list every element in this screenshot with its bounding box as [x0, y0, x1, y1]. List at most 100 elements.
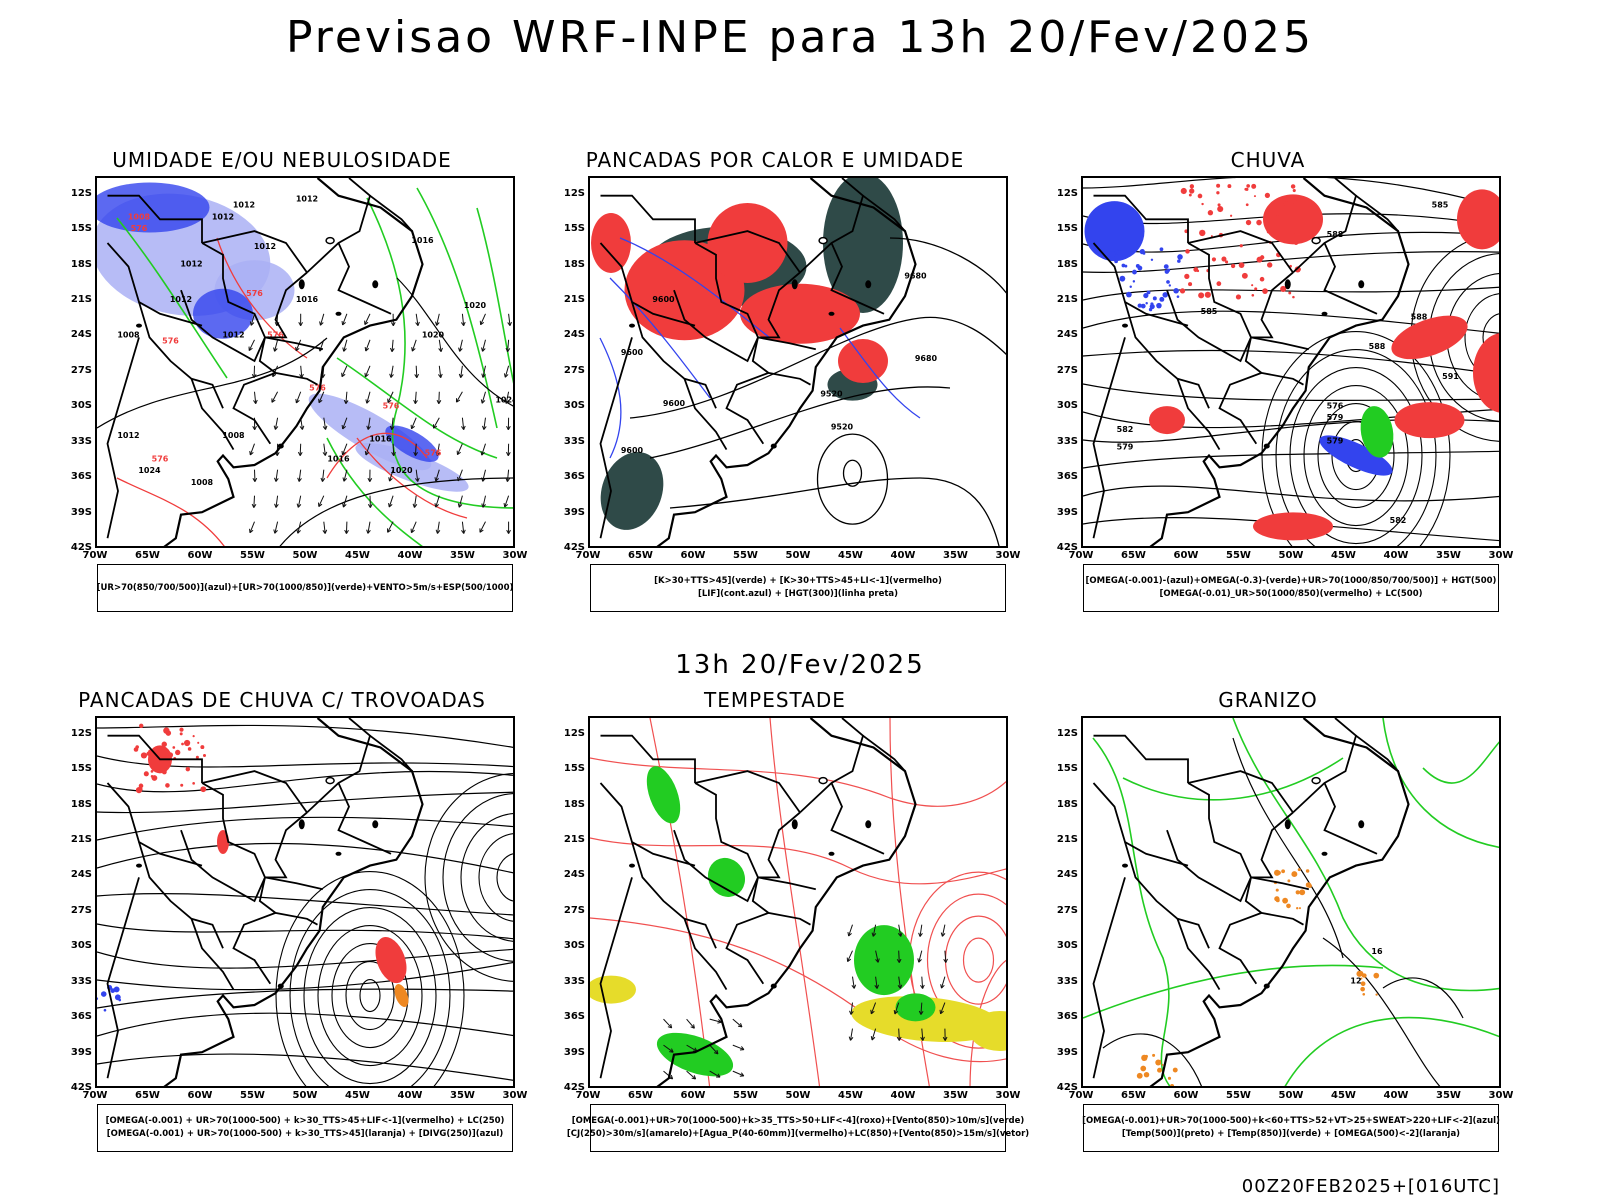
wind-vector-head [387, 398, 392, 404]
state-border [1124, 841, 1210, 949]
wind-vector-head [410, 424, 415, 430]
wind-vector-head [366, 425, 371, 430]
wind-vector-head [716, 1073, 721, 1078]
state-border [1251, 811, 1294, 879]
shaded-pixel [1230, 263, 1236, 269]
lake [865, 820, 872, 829]
contour-label: 9600 [652, 295, 675, 304]
wind-vector [342, 443, 348, 456]
shaded-pixel [1132, 280, 1136, 283]
streamline [1083, 485, 1499, 502]
wind-vector-head [297, 451, 303, 456]
longitude-label: 45W [345, 550, 370, 561]
longitude-label: 70W [575, 1090, 601, 1101]
wind-vector-head [413, 399, 418, 404]
wind-vector [875, 976, 878, 989]
shaded-pixel [133, 747, 139, 752]
streamline [649, 718, 711, 1086]
shaded-pixel [150, 770, 154, 773]
state-border [190, 918, 235, 991]
contour-label: 582 [1390, 516, 1407, 525]
shaded-pixel [1217, 203, 1221, 207]
shaded-pixel [1207, 210, 1214, 216]
contour-line [336, 357, 498, 459]
wind-vector-head [503, 373, 509, 378]
wind-vector-head [251, 503, 257, 508]
wind-vector-head [870, 1036, 876, 1041]
state-border [799, 718, 865, 814]
state-border [106, 242, 203, 327]
streamline [1083, 286, 1499, 301]
shaded-pixel [1283, 201, 1289, 207]
wind-vector-head [893, 1009, 899, 1015]
streamline [331, 942, 409, 1049]
streamline [97, 816, 513, 841]
longitude-label: 50W [292, 1090, 318, 1101]
latitude-label: 30S [70, 940, 92, 952]
state-border [106, 877, 140, 1079]
latitude-label: 27S [70, 904, 92, 916]
shaded-pixel [1216, 191, 1220, 195]
lake [372, 820, 379, 829]
wind-vector [506, 469, 510, 482]
state-border [369, 734, 413, 772]
wind-vector-head [940, 984, 945, 989]
wind-vector-head [248, 346, 253, 351]
shaded-pixel [1172, 1067, 1178, 1073]
lake [325, 776, 335, 785]
latitude-label: 21S [563, 294, 585, 305]
wind-vector-head [505, 477, 511, 482]
streamline [97, 948, 513, 969]
wind-vector [709, 1070, 721, 1078]
wind-vector [319, 313, 325, 326]
weather-map: 9680 9600 9680 9600 9600 9520 9600 9520 [588, 176, 1008, 548]
contour-line [1232, 737, 1344, 959]
shaded-pixel [1245, 187, 1249, 191]
map-panel-4: PANCADAS DE CHUVA C/ TROVOADAS 12S 15S 18S 2… [62, 688, 527, 1158]
wind-vector [298, 469, 302, 482]
state-border [1218, 912, 1262, 985]
streamline [769, 718, 821, 1086]
contour-label: 576 [309, 384, 326, 393]
contour-label: 576 [162, 336, 179, 345]
wind-vector [323, 521, 326, 534]
shaded-pixel [1167, 1076, 1172, 1080]
shaded-pixel [1199, 229, 1206, 237]
latitude-label: 12S [70, 187, 92, 199]
shaded-area [1084, 201, 1145, 262]
wind-vector-head [341, 320, 346, 326]
wind-vector [343, 339, 348, 352]
lake [298, 819, 305, 830]
wind-vector [732, 1044, 745, 1051]
longitude-label: 60W [1173, 1090, 1199, 1101]
wind-vector [686, 1044, 698, 1052]
longitude-label: 60W [187, 550, 213, 561]
longitude-label: 30W [1488, 1090, 1514, 1101]
state-border [1187, 770, 1294, 814]
wind-vector-head [389, 373, 394, 378]
shaded-pixel [1188, 193, 1192, 197]
latitude-label: 12S [1056, 187, 1078, 199]
state-border [1250, 876, 1309, 891]
wind-vector-head [667, 1023, 673, 1029]
shaded-pixel [1143, 292, 1149, 299]
wind-vector-head [388, 503, 393, 508]
shaded-pixel [1251, 183, 1257, 189]
wind-vector-head [249, 528, 254, 534]
latitude-label: 30S [1056, 400, 1078, 412]
wind-vector [387, 391, 394, 403]
lake [1358, 280, 1365, 289]
wind-vector-head [846, 957, 852, 962]
wind-vector-head [435, 529, 441, 534]
wind-vector [459, 339, 463, 352]
panel-title: CHUVA [1230, 148, 1306, 172]
shaded-pixel [1177, 254, 1183, 260]
state-border [306, 718, 372, 814]
shaded-area [969, 1010, 1006, 1051]
state-border [694, 230, 801, 274]
wind-vector [272, 365, 279, 377]
latitude-label: 30S [1056, 940, 1078, 952]
map-canvas [97, 718, 513, 1086]
wind-vector-head [252, 477, 258, 482]
main-title: Previsao WRF-INPE para 13h 20/Fev/2025 [286, 12, 1314, 63]
